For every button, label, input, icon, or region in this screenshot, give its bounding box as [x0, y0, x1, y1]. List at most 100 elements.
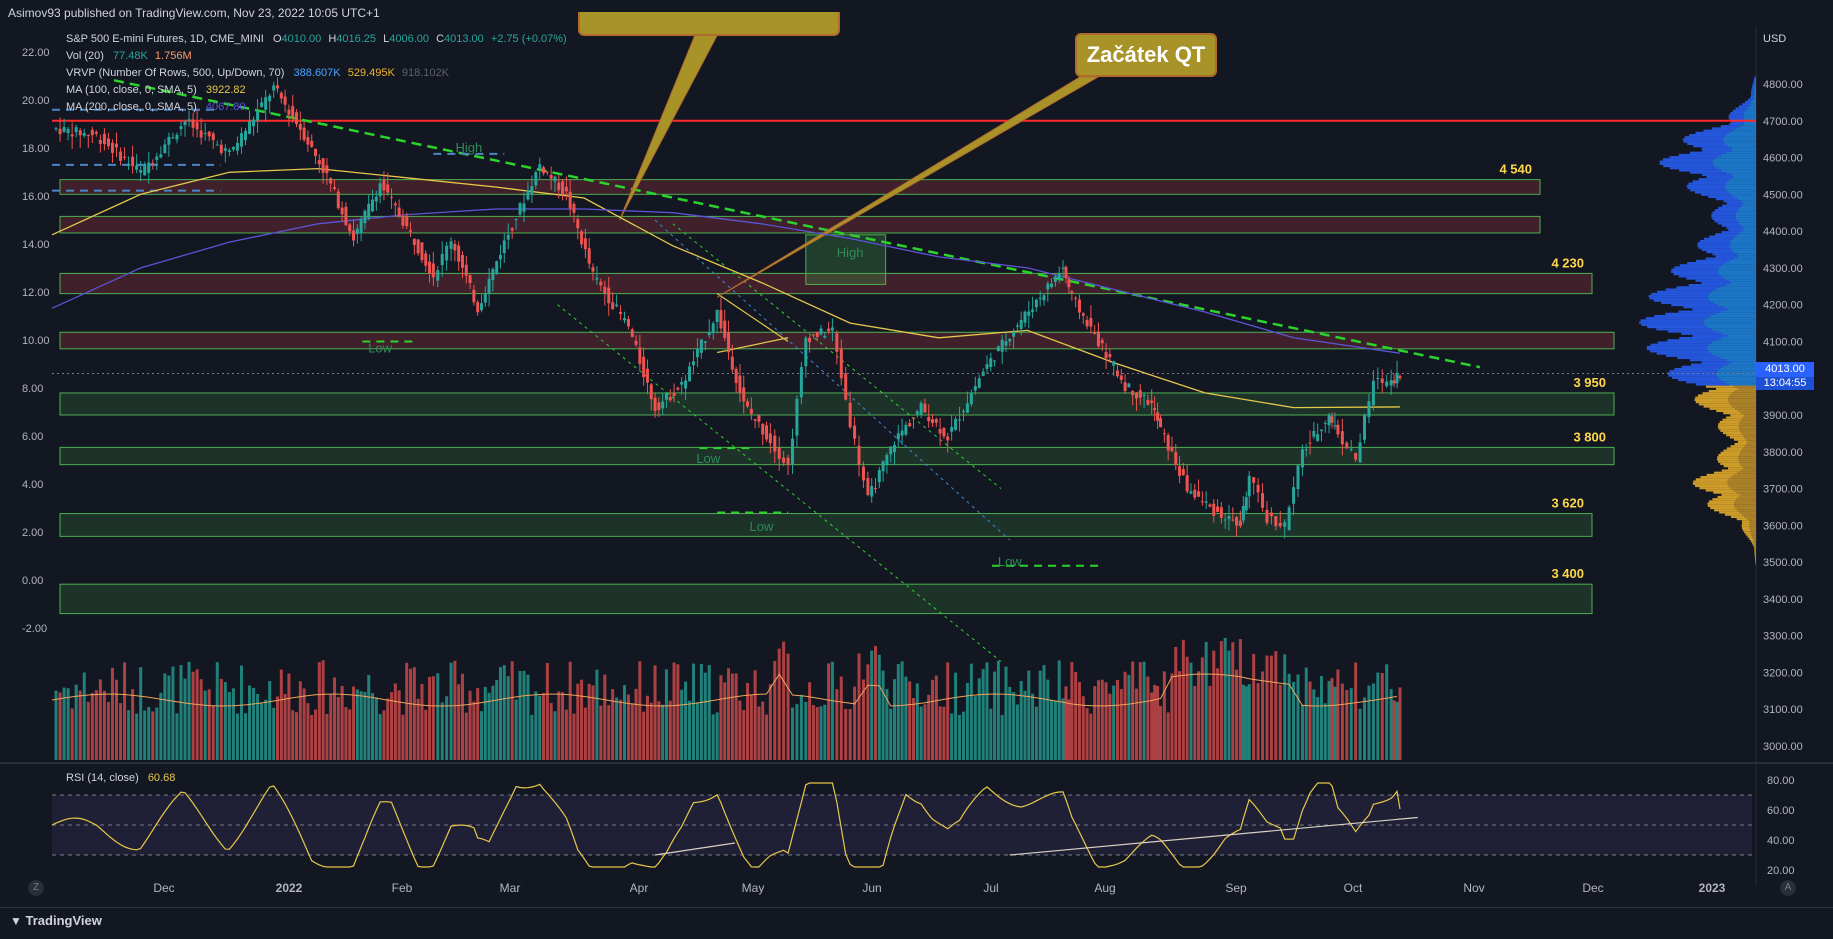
volume-bar: [1054, 701, 1057, 760]
profile-up: [1657, 352, 1712, 354]
volume-bar: [673, 663, 676, 760]
profile-up: [1718, 425, 1739, 427]
volume-bar: [159, 693, 162, 760]
volume-bar: [1320, 676, 1323, 760]
auto-scale-button[interactable]: A: [1780, 880, 1796, 896]
candle-body: [812, 334, 815, 335]
tradingview-brand[interactable]: ▼ TradingView: [10, 913, 102, 928]
profile-down: [1730, 403, 1756, 405]
price-tick-label: 4200.00: [1763, 300, 1803, 312]
candle-body: [716, 310, 719, 322]
volume-bar: [635, 689, 638, 760]
volume-bar: [1182, 640, 1185, 760]
volume-bar: [131, 689, 134, 760]
profile-down: [1725, 381, 1756, 383]
profile-down: [1741, 469, 1756, 471]
candle-body: [310, 141, 313, 147]
volume-bar: [147, 707, 150, 760]
candle-body: [1153, 408, 1156, 410]
profile-down: [1708, 297, 1756, 299]
profile-up: [1709, 236, 1735, 238]
legend-volume-row[interactable]: Vol (20) 77.48K 1.756M: [66, 48, 192, 64]
volume-bar: [958, 715, 961, 760]
volume-bar: [379, 714, 382, 760]
profile-down: [1750, 527, 1756, 529]
profile-down: [1743, 467, 1756, 469]
volume-bar: [812, 705, 815, 760]
profile-up: [1676, 286, 1720, 288]
volume-bar: [580, 680, 583, 760]
volume-bar: [268, 681, 271, 760]
candle-body: [1016, 326, 1019, 327]
profile-up: [1725, 514, 1742, 516]
volume-bar: [450, 663, 453, 760]
x-tick-label: Dec: [153, 881, 174, 895]
profile-up: [1716, 410, 1738, 412]
candle-body: [1331, 416, 1334, 423]
volume-bar: [974, 696, 977, 760]
volume-bar: [453, 661, 456, 760]
price-tick-label: 3400.00: [1763, 594, 1803, 606]
profile-down: [1740, 463, 1756, 465]
volume-bar: [844, 709, 847, 760]
profile-down: [1728, 145, 1756, 147]
profile-up: [1686, 381, 1724, 383]
legend-ma200-row[interactable]: MA (200, close, 0, SMA, 5) 4067.80: [66, 99, 246, 115]
volume-bar: [59, 692, 62, 760]
legend-rsi-row[interactable]: RSI (14, close) 60.68: [66, 770, 175, 786]
volume-bar: [908, 681, 911, 760]
profile-up: [1679, 169, 1721, 171]
volume-bar: [889, 709, 892, 760]
profile-up: [1647, 348, 1707, 350]
profile-down: [1711, 291, 1756, 293]
candle-body: [591, 267, 594, 271]
candle-body: [453, 244, 456, 251]
profile-up: [1699, 403, 1730, 405]
candle-body: [1070, 291, 1073, 293]
profile-down: [1710, 315, 1756, 317]
volume-bar: [627, 695, 630, 760]
volume-bar: [823, 705, 826, 760]
profile-up: [1695, 397, 1728, 399]
volume-bar: [1159, 706, 1162, 760]
volume-bar: [472, 702, 475, 760]
annotation-callout-partial[interactable]: [578, 12, 840, 36]
candle-body: [866, 478, 869, 495]
legend-vrvp-row[interactable]: VRVP (Number Of Rows, 500, Up/Down, 70) …: [66, 65, 449, 81]
candle-body: [1376, 378, 1379, 379]
candle-body: [908, 423, 911, 426]
volume-bar: [1372, 683, 1375, 760]
volume-bar: [1341, 684, 1344, 760]
high-value: 4016.25: [336, 33, 376, 45]
profile-up: [1688, 183, 1725, 185]
candle-body: [127, 164, 130, 165]
profile-down: [1731, 476, 1756, 478]
profile-up: [1694, 399, 1728, 401]
profile-up: [1687, 143, 1725, 145]
volume-bar: [897, 664, 900, 760]
volume-bar: [688, 701, 691, 760]
volume-bar: [858, 653, 861, 760]
profile-up: [1692, 308, 1727, 310]
candle-body: [212, 133, 215, 140]
profile-down: [1755, 544, 1756, 546]
profile-down: [1724, 136, 1756, 138]
annotation-callout[interactable]: Začátek QT: [1075, 33, 1217, 77]
zoom-corner-button[interactable]: Z: [28, 880, 44, 896]
profile-up: [1698, 247, 1730, 249]
rsi-pane: [52, 783, 1752, 867]
candle-body: [375, 197, 378, 202]
volume-bar: [398, 690, 401, 760]
price-tick-label: 4500.00: [1763, 189, 1803, 201]
volume-bar: [870, 650, 873, 760]
legend-ma100-row[interactable]: MA (100, close, 0, SMA, 5) 3922.82: [66, 82, 246, 98]
profile-up: [1720, 463, 1740, 465]
volume-bar: [139, 667, 142, 760]
candle-body: [1082, 313, 1085, 315]
volume-bar: [1112, 686, 1115, 760]
profile-down: [1738, 410, 1756, 412]
profile-up: [1755, 558, 1756, 560]
profile-down: [1722, 333, 1756, 335]
profile-up: [1729, 116, 1744, 118]
